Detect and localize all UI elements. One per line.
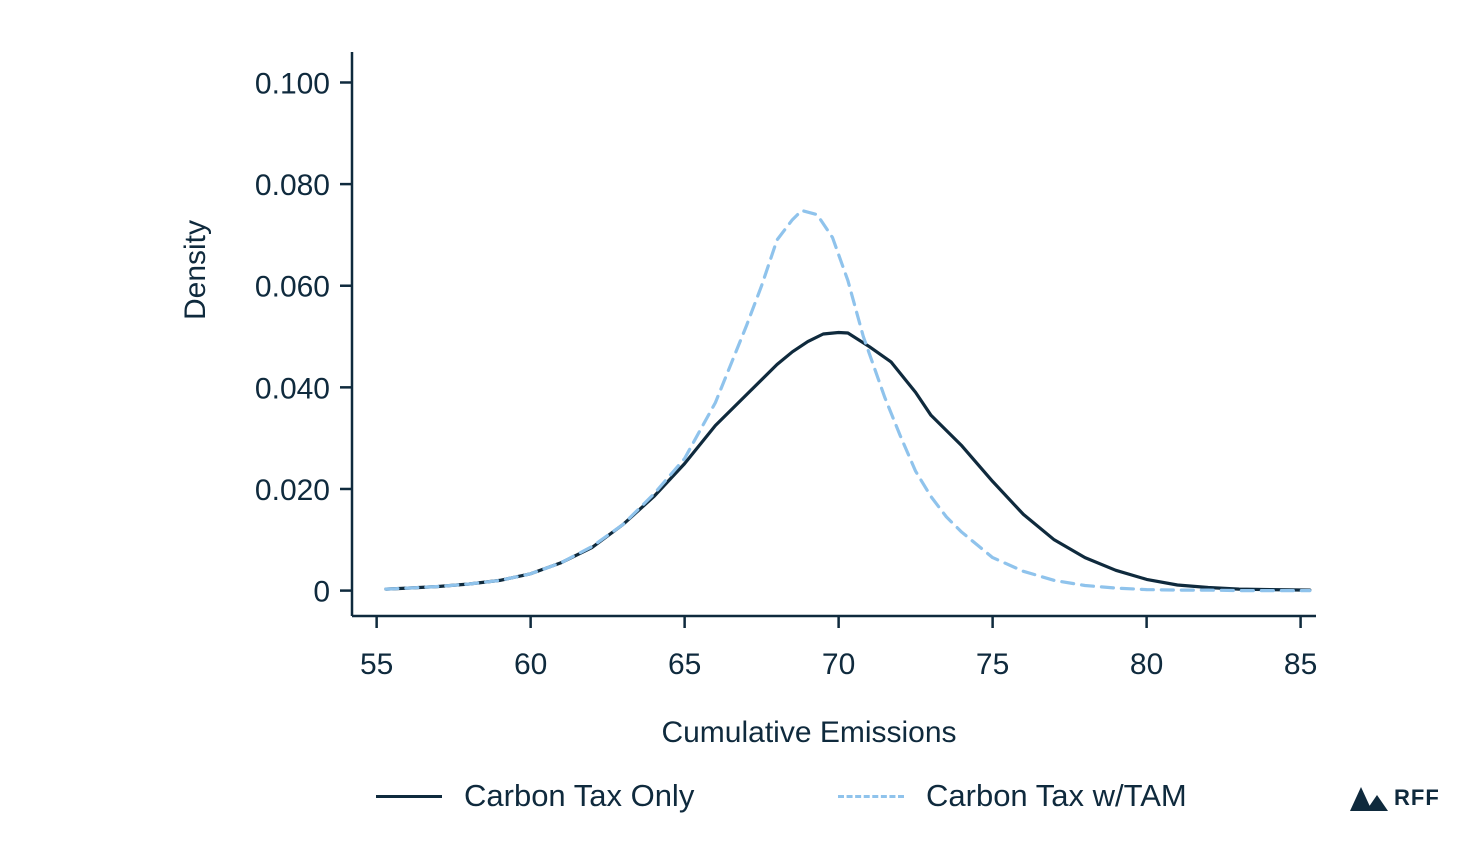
- x-tick-label: 85: [1284, 648, 1317, 681]
- chart: 0 0.020 0.040 0.060 0.080 0.100 55 60 65 70 75 80 8…: [179, 52, 1317, 749]
- plot-lines: [384, 208, 1312, 593]
- legend-label: Carbon Tax Only: [464, 778, 695, 813]
- x-ticks: 55 60 65 70 75 80 85: [360, 616, 1317, 681]
- x-tick-label: 60: [514, 648, 547, 681]
- legend-item-carbon-tax-tam: Carbon Tax w/TAM: [838, 778, 1187, 814]
- y-axis-title: Density: [179, 220, 212, 320]
- x-tick-label: 55: [360, 648, 393, 681]
- x-tick-label: 80: [1130, 648, 1163, 681]
- legend-swatch-dashed: [838, 794, 904, 798]
- legend: Carbon Tax Only Carbon Tax w/TAM: [0, 770, 1480, 830]
- mountain-logo-icon: [1350, 787, 1388, 811]
- x-axis-title: Cumulative Emissions: [661, 716, 956, 749]
- y-tick-label: 0.100: [255, 67, 330, 100]
- logo-text: RFF: [1394, 785, 1440, 810]
- y-tick-label: 0: [313, 576, 330, 609]
- x-tick-label: 75: [976, 648, 1009, 681]
- legend-label: Carbon Tax w/TAM: [926, 778, 1187, 813]
- x-tick-label: 65: [668, 648, 701, 681]
- y-tick-label: 0.080: [255, 169, 330, 202]
- y-ticks: 0 0.020 0.040 0.060 0.080 0.100: [255, 67, 352, 609]
- series-line-carbon-tax-tam: [384, 208, 1312, 593]
- legend-swatch-solid: [376, 794, 442, 798]
- y-tick-label: 0.040: [255, 372, 330, 405]
- y-tick-label: 0.020: [255, 474, 330, 507]
- axes: [350, 52, 1316, 618]
- rff-logo: RFF: [1350, 785, 1440, 811]
- y-tick-label: 0.060: [255, 271, 330, 304]
- series-line-carbon-tax-only: [384, 330, 1312, 592]
- x-tick-label: 70: [822, 648, 855, 681]
- legend-item-carbon-tax-only: Carbon Tax Only: [376, 778, 694, 814]
